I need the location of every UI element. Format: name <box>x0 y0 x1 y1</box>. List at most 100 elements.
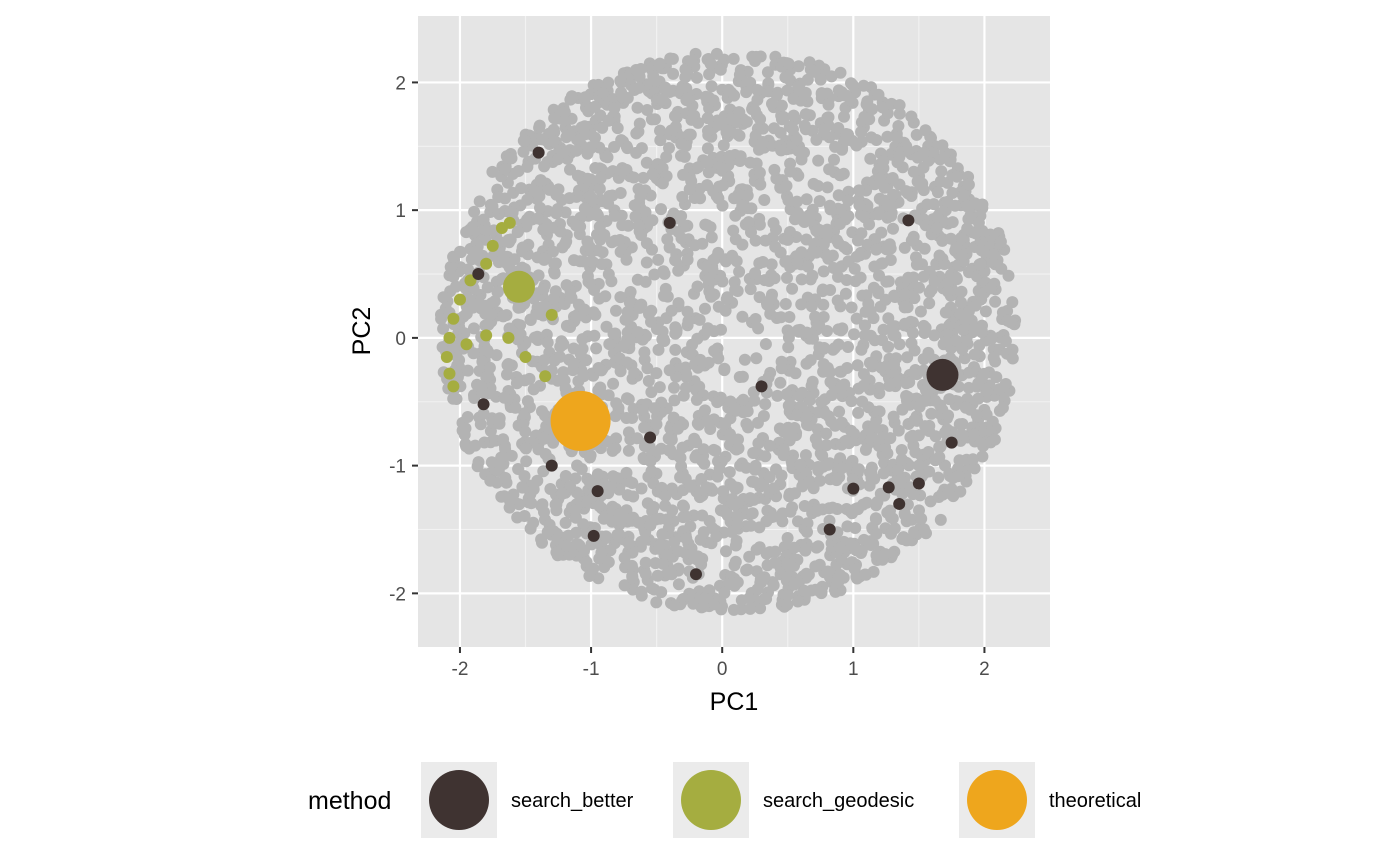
background-point <box>516 481 529 494</box>
background-point <box>613 508 625 521</box>
background-point <box>682 315 695 328</box>
background-point <box>614 365 627 378</box>
y-tick-label: 0 <box>395 329 406 350</box>
background-point <box>807 177 820 190</box>
y-axis-title: PC2 <box>348 307 376 356</box>
background-point <box>607 470 620 483</box>
background-point <box>675 137 688 150</box>
background-point <box>704 423 717 435</box>
background-point <box>751 84 764 96</box>
background-point <box>792 60 805 73</box>
background-point <box>835 416 848 429</box>
background-point <box>851 359 864 372</box>
background-point <box>650 596 663 609</box>
theoretical-point <box>550 390 611 451</box>
background-point <box>855 343 868 356</box>
background-point <box>563 548 576 561</box>
background-point <box>868 420 881 433</box>
background-point <box>676 441 689 454</box>
background-point <box>536 536 548 549</box>
background-point <box>834 66 847 79</box>
background-point <box>560 539 573 552</box>
background-point <box>506 206 519 219</box>
background-point <box>803 475 816 488</box>
background-point <box>727 52 740 65</box>
background-point <box>792 80 805 93</box>
background-point <box>972 216 985 229</box>
background-point <box>984 282 997 295</box>
background-point <box>791 595 804 608</box>
background-point <box>727 603 740 616</box>
background-point <box>627 403 640 415</box>
background-point <box>665 568 678 581</box>
background-point <box>511 333 524 346</box>
background-point <box>878 194 891 207</box>
background-point <box>700 481 713 494</box>
background-point <box>708 325 720 338</box>
background-point <box>806 269 819 282</box>
background-point <box>870 243 883 256</box>
background-point <box>821 325 833 337</box>
background-point <box>672 264 685 277</box>
background-point <box>702 124 714 137</box>
background-point <box>852 503 864 516</box>
background-point <box>590 342 603 355</box>
background-point <box>518 510 531 522</box>
background-point <box>587 306 600 319</box>
background-point <box>649 113 661 126</box>
background-point <box>796 386 809 399</box>
background-point <box>481 344 494 357</box>
background-point <box>810 504 823 517</box>
background-point <box>663 364 676 377</box>
background-point <box>497 310 510 323</box>
background-point <box>884 254 897 266</box>
background-point <box>763 471 776 484</box>
background-point <box>519 425 532 438</box>
background-point <box>678 500 690 513</box>
background-point <box>809 65 822 78</box>
background-point <box>896 487 909 500</box>
background-point <box>640 256 653 269</box>
background-point <box>639 568 652 580</box>
background-point <box>758 194 771 206</box>
background-point <box>759 338 772 351</box>
background-point <box>654 124 666 137</box>
background-point <box>579 91 592 104</box>
background-point <box>805 209 818 222</box>
background-point <box>614 291 627 304</box>
background-point <box>741 405 754 418</box>
background-point <box>928 329 941 342</box>
background-point <box>467 322 480 335</box>
background-point <box>631 432 644 445</box>
search-better-point <box>689 568 702 581</box>
background-point <box>541 526 554 538</box>
background-point <box>615 86 628 99</box>
background-point <box>985 332 998 345</box>
background-point <box>635 142 648 155</box>
background-point <box>505 449 518 462</box>
background-point <box>558 106 571 118</box>
background-point <box>618 339 631 352</box>
background-point <box>980 385 993 398</box>
background-point <box>944 232 957 245</box>
background-point <box>868 472 881 485</box>
background-point <box>953 454 966 467</box>
background-point <box>693 313 706 326</box>
background-point <box>740 461 753 474</box>
search-geodesic-point <box>440 351 453 364</box>
background-point <box>1006 296 1019 309</box>
background-point <box>504 233 517 246</box>
background-point <box>907 165 920 178</box>
background-point <box>570 219 583 232</box>
background-point <box>749 267 762 280</box>
background-point <box>605 479 618 492</box>
background-point <box>934 175 947 188</box>
search-geodesic-point <box>539 370 552 383</box>
background-point <box>537 283 550 295</box>
background-point <box>781 84 794 97</box>
background-point <box>790 133 803 146</box>
background-point <box>608 102 621 115</box>
background-point <box>744 602 757 615</box>
background-point <box>690 71 703 84</box>
background-point <box>893 150 906 163</box>
